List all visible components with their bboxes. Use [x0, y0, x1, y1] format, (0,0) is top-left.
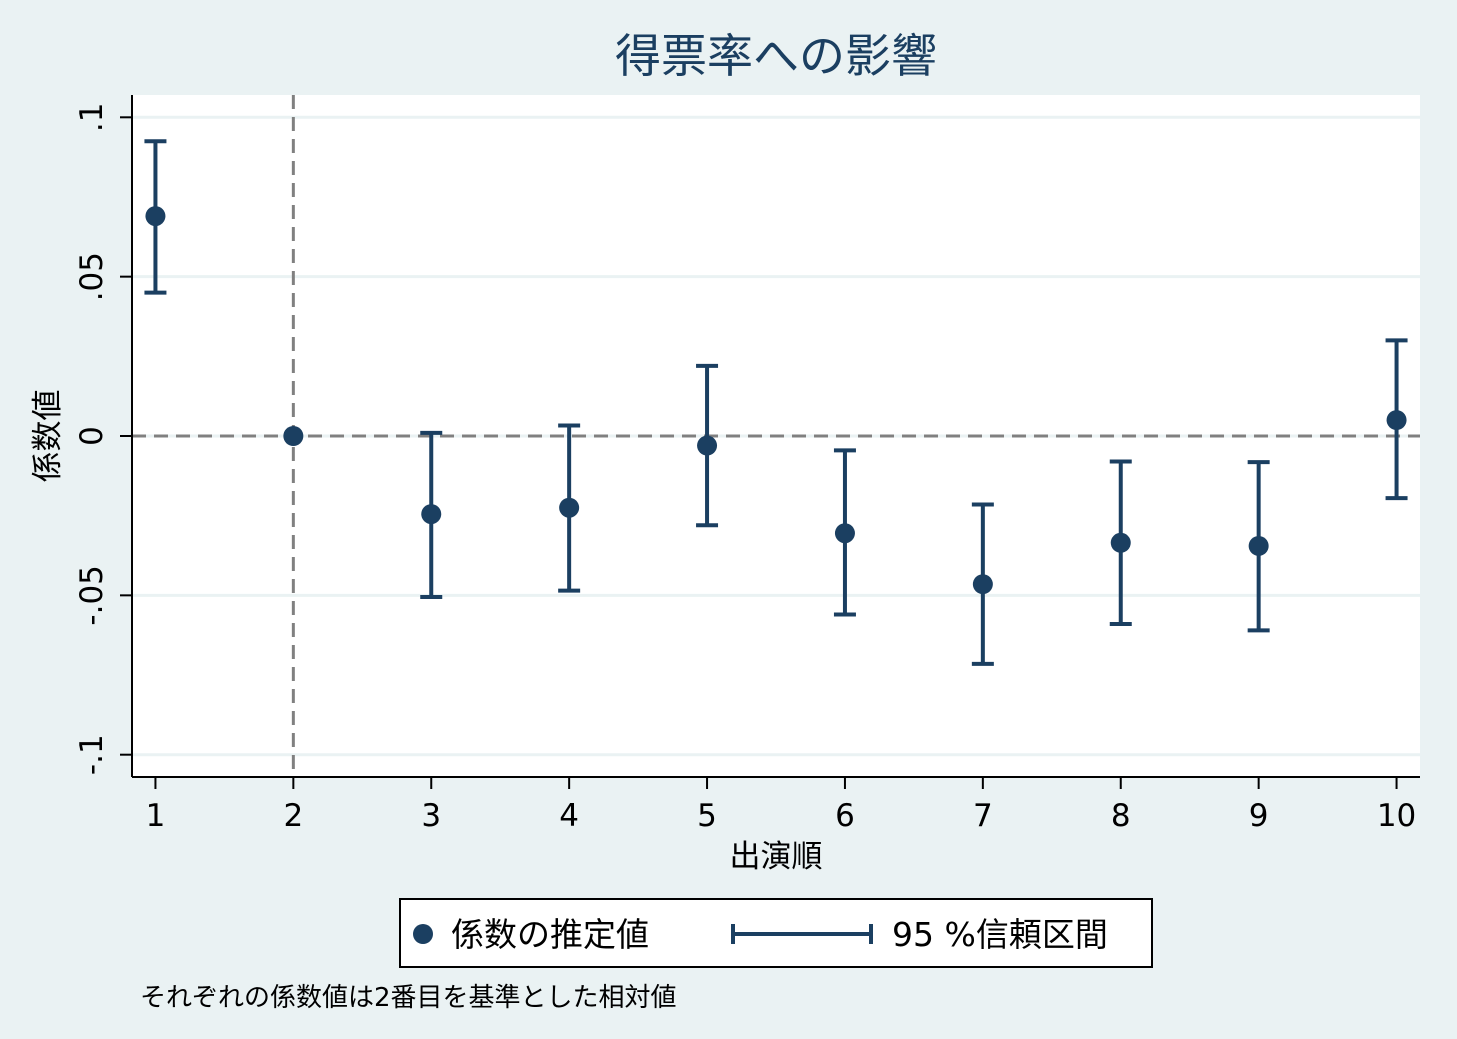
y-tick-label: -.1 [74, 734, 110, 775]
x-tick-label: 4 [559, 798, 579, 834]
legend-label-ci: 95 %信頼区間 [892, 915, 1108, 954]
coefficient-point [1248, 535, 1269, 556]
legend-marker-ci [731, 924, 873, 944]
coefficient-point [145, 206, 166, 227]
x-tick-label: 3 [421, 798, 441, 834]
x-tick-label: 2 [283, 798, 303, 834]
y-tick-label: 0 [74, 426, 110, 446]
y-tick-label: .1 [74, 103, 110, 133]
legend: 係数の推定値 95 %信頼区間 [399, 898, 1153, 968]
x-axis-ticks: 1 2 3 4 5 6 7 8 9 10 [146, 777, 1416, 834]
coefficient-point [421, 504, 442, 525]
x-tick-label: 9 [1249, 798, 1269, 834]
x-tick-label: 8 [1111, 798, 1131, 834]
chart-title: 得票率への影響 [615, 29, 937, 83]
y-axis-ticks: .1 .05 0 -.05 -.1 [74, 103, 132, 775]
chart-note: それぞれの係数値は2番目を基準とした相対値 [140, 983, 677, 1013]
coefficient-point [1110, 532, 1131, 553]
coefficient-point [834, 523, 855, 544]
x-axis-label: 出演順 [730, 839, 823, 875]
y-axis-label: 係数値 [30, 390, 66, 483]
x-tick-label: 7 [973, 798, 993, 834]
x-tick-label: 6 [835, 798, 855, 834]
coefficient-point [1386, 410, 1407, 431]
y-tick-label: .05 [74, 252, 110, 301]
x-tick-label: 5 [697, 798, 717, 834]
legend-label-estimate: 係数の推定値 [451, 915, 649, 954]
x-tick-label: 1 [146, 798, 166, 834]
coefficient-point [972, 574, 993, 595]
x-tick-label: 10 [1377, 798, 1416, 834]
legend-marker-point [413, 924, 433, 944]
coefficient-point [697, 435, 718, 456]
y-tick-label: -.05 [74, 565, 110, 626]
coefficient-point [283, 426, 304, 446]
coefficient-point [559, 497, 580, 518]
data-series [144, 139, 1408, 666]
